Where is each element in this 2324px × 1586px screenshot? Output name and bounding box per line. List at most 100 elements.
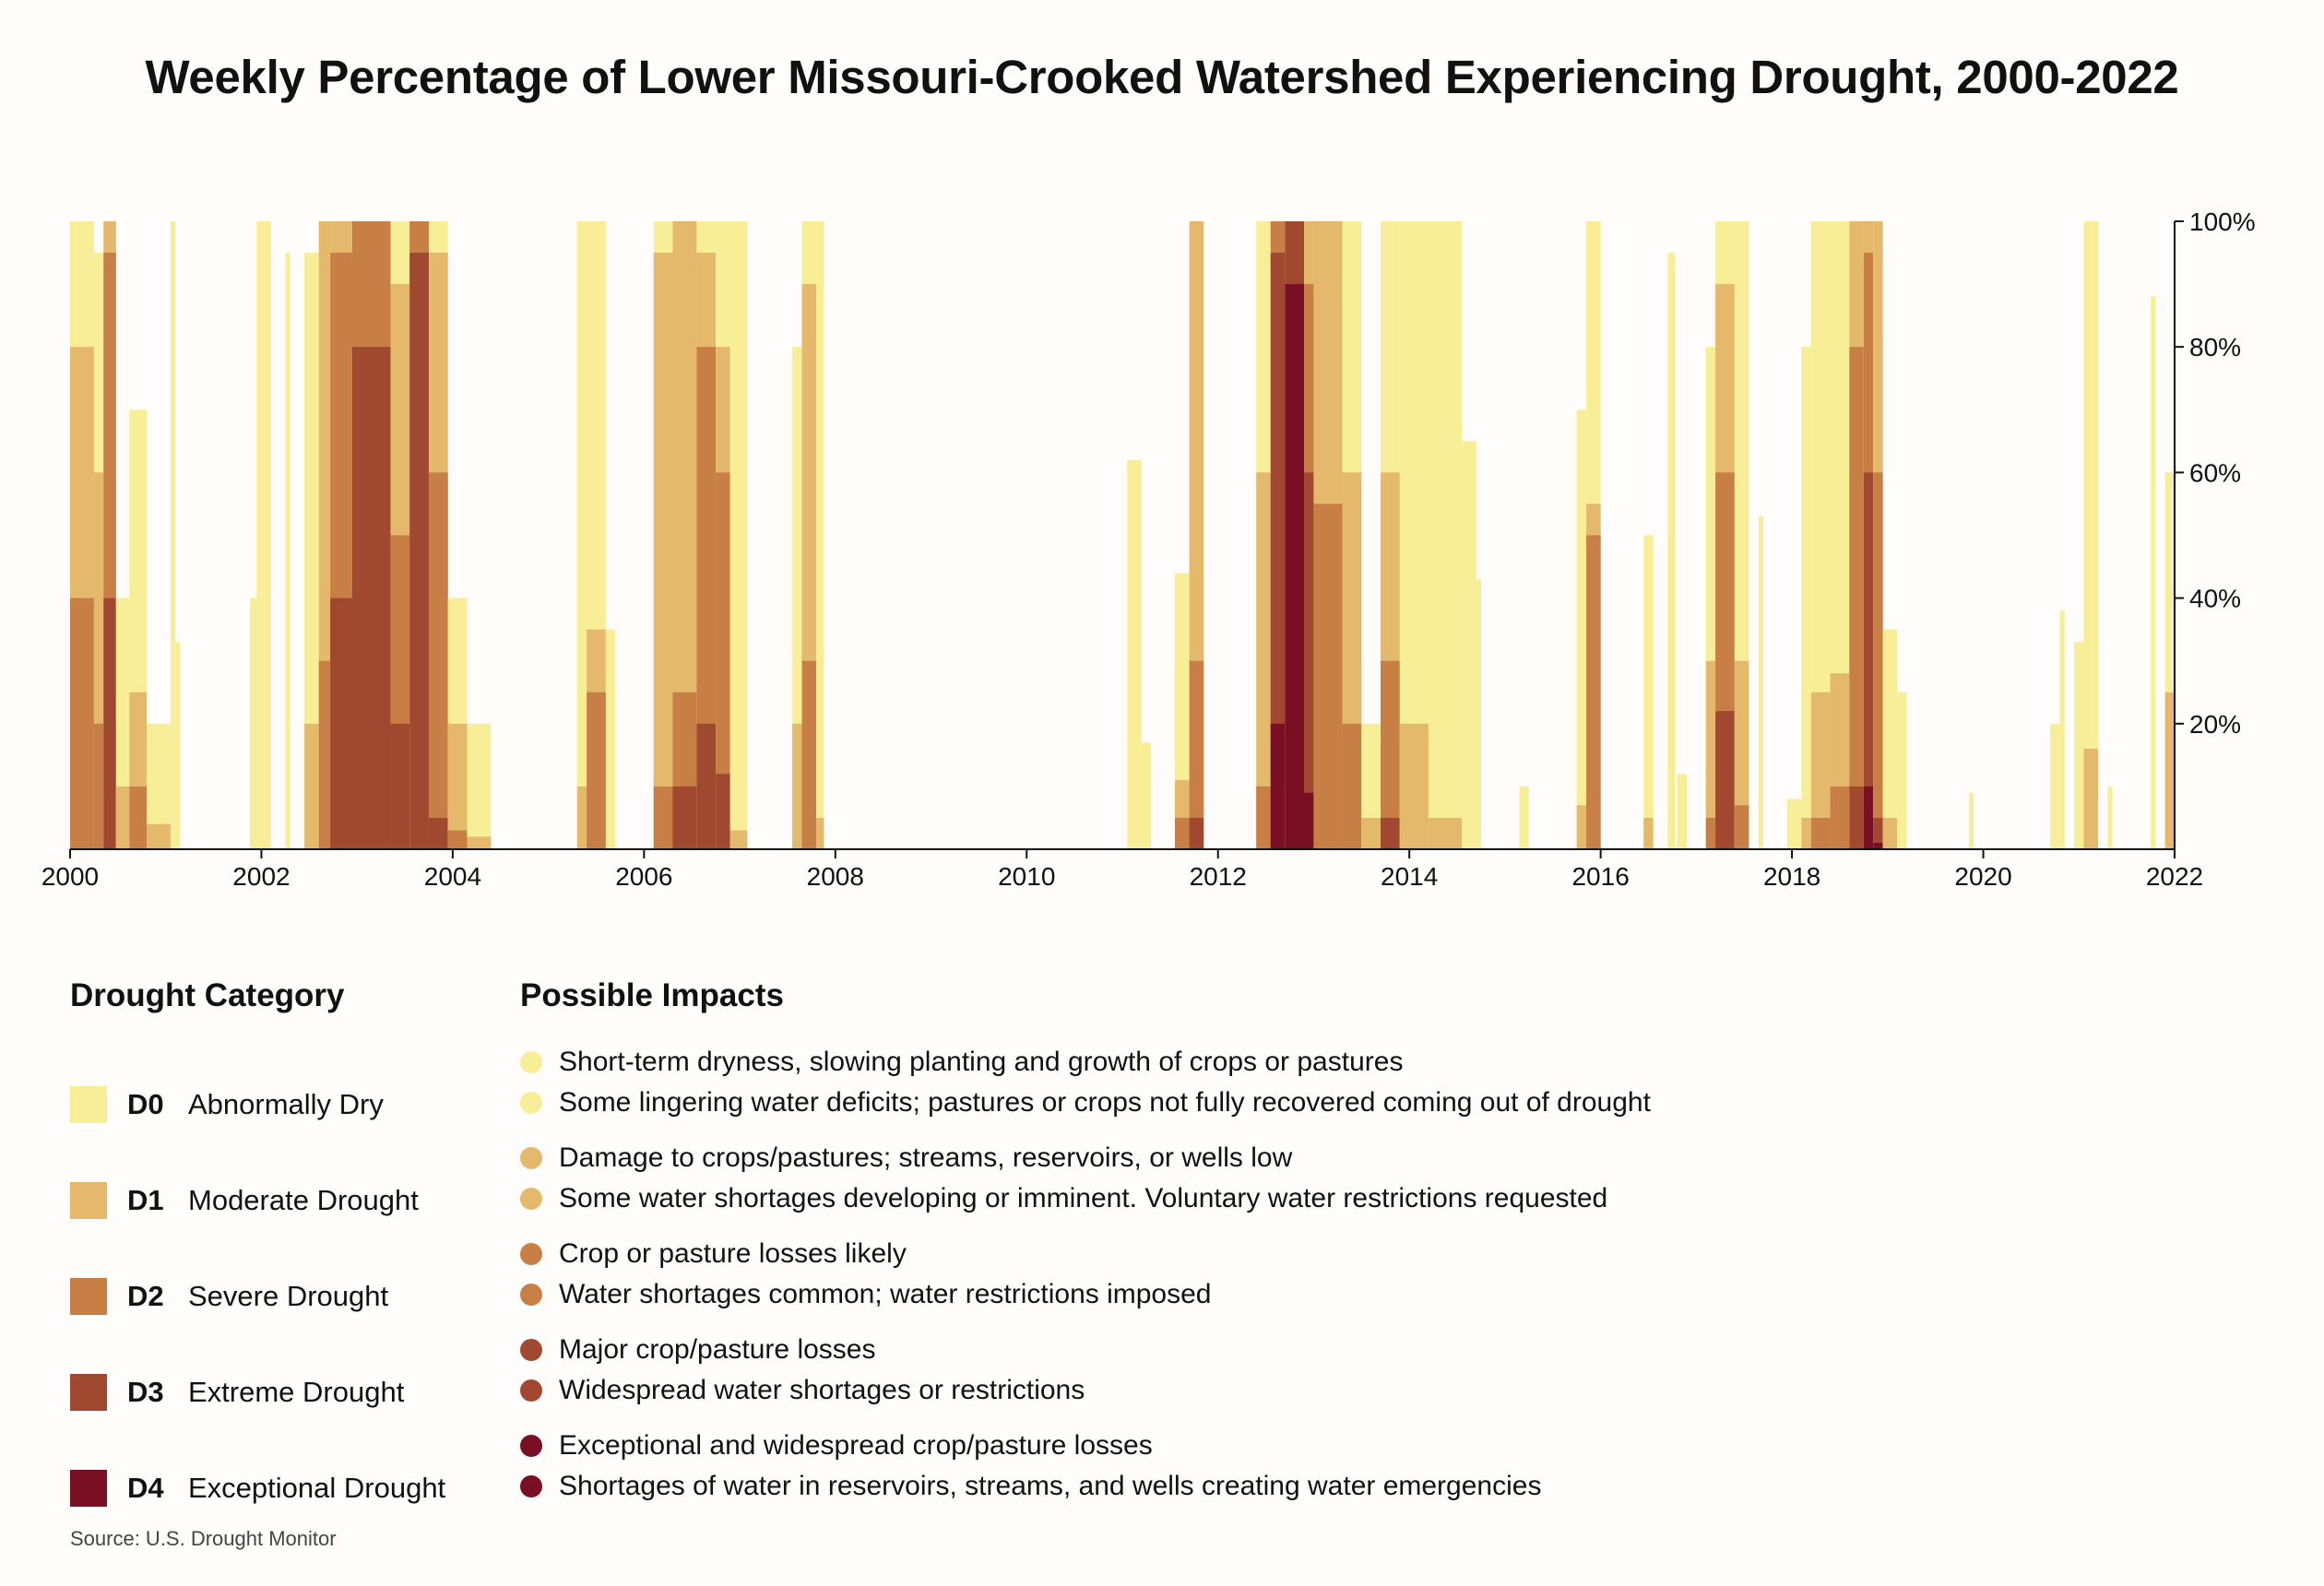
bar-d0-7 [175,642,181,849]
bar-d3-2 [103,598,116,849]
legend-code: D2 [127,1280,164,1312]
y-tick-label-60%: 60% [2189,458,2241,487]
legend-item-d0: D0 Abnormally Dry [70,1084,384,1125]
legend-swatch [70,1182,107,1219]
bar-d2-34 [1189,660,1204,849]
bar-d2-12 [318,660,331,849]
bar-d2-40 [1342,723,1362,849]
legend-label: Extreme Drought [188,1376,405,1408]
impact-group-1: Damage to crops/pastures; streams, reser… [520,1138,1607,1219]
bar-d1-30 [816,817,824,849]
x-tick-label-2010: 2010 [998,862,1055,891]
bar-d3-54 [1715,711,1735,849]
bar-d0-51 [1667,253,1676,849]
impact-item: Some water shortages developing or immin… [520,1178,1607,1219]
x-tick-label-2004: 2004 [424,862,481,891]
y-tick-label-20%: 20% [2189,710,2241,739]
x-tick-label-2018: 2018 [1763,862,1820,891]
bar-d2-18 [447,830,468,849]
legend-code: D1 [127,1184,164,1216]
source-note: Source: U.S. Drought Monitor [70,1527,337,1550]
bar-d0-71 [2107,786,2113,849]
bar-d0-20 [576,221,587,849]
bar-d0-72 [2151,296,2156,850]
bar-d3-36 [1270,253,1286,849]
legend-swatch [70,1086,107,1123]
bar-d3-26 [716,774,730,849]
bar-d3-13 [330,598,352,849]
bar-d0-46 [1476,579,1481,849]
impact-item: Damage to crops/pastures; streams, reser… [520,1138,1607,1178]
x-tick-label-2014: 2014 [1381,862,1438,891]
bar-d2-4 [129,786,147,849]
bar-d0-57 [1786,799,1802,849]
bar-d3-63 [1873,817,1883,849]
impact-dot-icon [520,1188,542,1210]
bar-d3-17 [428,817,448,849]
y-tick-label-40%: 40% [2189,585,2241,613]
bar-d2-42 [1381,660,1400,849]
bar-d1-1 [93,472,104,849]
impact-text: Some lingering water deficits; pastures … [559,1087,1651,1118]
bar-d2-61 [1849,347,1864,849]
bar-d2-23 [653,786,673,849]
x-tick-label-2016: 2016 [1571,862,1629,891]
impact-text: Shortages of water in reservoirs, stream… [559,1471,1542,1501]
bar-d0-22 [605,629,616,849]
impact-dot-icon [520,1092,542,1114]
bar-d0-6 [170,221,176,849]
bar-d0-33 [1175,573,1190,849]
bar-d4-36 [1270,723,1286,849]
bar-d2-55 [1734,805,1749,849]
bar-d1-55 [1734,660,1749,849]
legend-label: Abnormally Dry [188,1088,384,1120]
bar-d2-53 [1705,817,1716,849]
bar-d0-66 [1968,792,1974,849]
impact-item: Some lingering water deficits; pastures … [520,1083,1651,1123]
bar-d0-11 [304,253,319,849]
bar-d2-33 [1175,817,1190,849]
bar-d3-34 [1189,817,1204,849]
bar-d3-38 [1304,472,1314,849]
bar-d4-62 [1863,786,1874,849]
bar-d4-37 [1285,284,1305,850]
impacts-heading: Possible Impacts [520,977,784,1013]
bar-d2-39 [1313,503,1343,849]
bar-d3-42 [1381,817,1400,849]
bar-d1-73 [2164,692,2175,849]
x-tick-label-2012: 2012 [1190,862,1247,891]
bar-d0-73 [2164,472,2175,849]
bar-d1-53 [1705,660,1716,849]
chart-axes: 2000 2002 2004 2006 2008 2010 2012 2014 2016 2018… [42,207,2256,891]
bar-d2-59 [1810,817,1831,849]
impact-dot-icon [520,1339,542,1361]
bar-d3-61 [1849,786,1864,849]
legend-item-d2: D2 Severe Drought [70,1276,388,1317]
bar-d0-53 [1705,347,1716,849]
impact-text: Major crop/pasture losses [559,1334,876,1365]
bar-d3-14 [351,347,391,849]
bar-d0-9 [256,221,271,849]
bar-d1-64 [1882,817,1898,849]
impact-text: Exceptional and widespread crop/pasture … [559,1430,1153,1461]
bar-d0-10 [285,253,290,849]
drought-bars [70,221,2175,850]
bar-d2-49 [1586,535,1601,849]
bar-d1-28 [792,723,802,849]
bar-d2-35 [1256,786,1271,849]
drought-category-legend: Drought Category D0 Abnormally Dry D1 Moder… [70,977,445,1507]
bar-d0-69 [2074,642,2084,849]
bar-d2-63 [1873,472,1883,849]
legend-swatch [70,1374,107,1411]
legend-heading: Drought Category [70,977,345,1013]
legend-item-d3: D3 Extreme Drought [70,1372,404,1413]
bar-d2-0 [70,598,94,849]
impact-text: Crop or pasture losses likely [559,1238,907,1269]
impact-dot-icon [520,1051,542,1073]
bar-d0-32 [1141,742,1152,849]
impact-item: Shortages of water in reservoirs, stream… [520,1466,1541,1507]
bar-d2-29 [801,660,817,849]
bar-d1-59 [1810,692,1831,849]
bar-d1-11 [304,723,319,849]
bar-d3-15 [390,723,410,849]
